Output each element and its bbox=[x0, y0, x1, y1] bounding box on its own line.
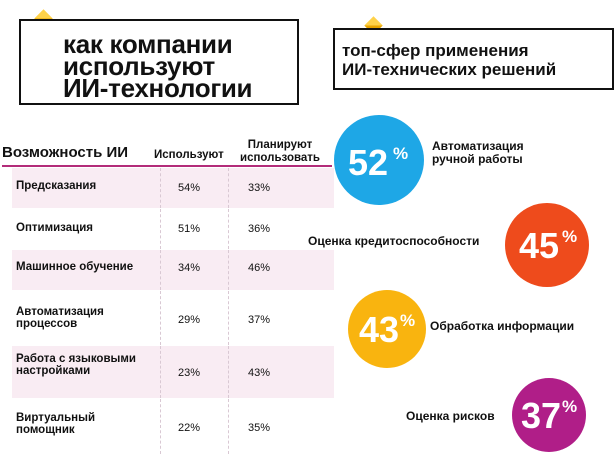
row-band bbox=[12, 346, 334, 398]
row-label: Машинное обучение bbox=[16, 261, 134, 273]
col-plan-header: Планируют использовать bbox=[240, 139, 320, 164]
table-row: Оптимизация 51% 36% bbox=[12, 209, 334, 249]
table-header-rule bbox=[2, 165, 332, 167]
row-use-value: 34% bbox=[177, 262, 201, 274]
top-areas-title: топ-сфер применения ИИ-технических решен… bbox=[342, 41, 557, 79]
row-use-value: 51% bbox=[177, 223, 201, 235]
row-plan-value: 46% bbox=[247, 262, 271, 274]
row-plan-value: 35% bbox=[247, 422, 271, 434]
highlight-value: 37 bbox=[521, 395, 562, 436]
column-divider bbox=[228, 209, 229, 249]
highlight-label: Автоматизация ручной работы bbox=[432, 139, 524, 166]
column-divider bbox=[160, 209, 161, 249]
row-use-value: 54% bbox=[177, 182, 201, 194]
highlight-circle-45: 45 % bbox=[505, 203, 589, 287]
row-label: Автоматизация процессов bbox=[16, 306, 104, 330]
table-row: Виртуальный помощник 22% 35% bbox=[12, 399, 334, 454]
column-divider bbox=[160, 399, 161, 454]
table-row: Машинное обучение 34% 46% bbox=[12, 250, 334, 290]
column-divider bbox=[228, 346, 229, 398]
row-use-value: 23% bbox=[177, 367, 201, 379]
highlight-label: Обработка информации bbox=[430, 319, 575, 333]
row-label: Работа с языковыми настройками bbox=[16, 353, 136, 377]
row-band bbox=[12, 168, 334, 208]
page-title-box: как компании используют ИИ-технологии bbox=[19, 19, 299, 105]
row-label: Оптимизация bbox=[16, 222, 93, 234]
highlight-circle-43: 43 % bbox=[348, 290, 426, 368]
table-row: Предсказания 54% 33% bbox=[12, 168, 334, 208]
column-divider bbox=[160, 250, 161, 290]
row-use-value: 22% bbox=[177, 422, 201, 434]
highlight-label: Оценка рисков bbox=[406, 409, 495, 423]
row-plan-value: 37% bbox=[247, 314, 271, 326]
highlight-unit: % bbox=[393, 144, 409, 163]
row-label: Предсказания bbox=[16, 180, 97, 192]
highlight-value: 52 bbox=[348, 142, 389, 183]
page-title: как компании используют ИИ-технологии bbox=[63, 29, 253, 103]
column-divider bbox=[160, 346, 161, 398]
highlight-unit: % bbox=[400, 311, 416, 330]
row-use-value: 29% bbox=[177, 314, 201, 326]
column-divider bbox=[228, 399, 229, 454]
highlight-circle-37: 37 % bbox=[512, 378, 586, 452]
row-band bbox=[12, 250, 334, 290]
row-plan-value: 33% bbox=[247, 182, 271, 194]
column-divider bbox=[228, 250, 229, 290]
highlight-label: Оценка кредитоспособности bbox=[308, 234, 480, 248]
col-capability-header: Возможность ИИ bbox=[2, 144, 129, 161]
row-label: Виртуальный помощник bbox=[16, 412, 96, 436]
table-row: Работа с языковыми настройками 23% 43% bbox=[12, 346, 334, 398]
column-divider bbox=[160, 291, 161, 345]
top-areas-title-box: топ-сфер применения ИИ-технических решен… bbox=[333, 28, 614, 90]
row-plan-value: 36% bbox=[247, 223, 271, 235]
col-use-header: Используют bbox=[154, 149, 224, 161]
highlight-unit: % bbox=[562, 397, 578, 416]
column-divider bbox=[160, 168, 161, 208]
highlight-value: 43 bbox=[359, 309, 400, 350]
highlight-unit: % bbox=[562, 227, 578, 246]
row-plan-value: 43% bbox=[247, 367, 271, 379]
highlight-circle-52: 52 % bbox=[334, 115, 424, 205]
column-divider bbox=[228, 291, 229, 345]
column-divider bbox=[228, 168, 229, 208]
highlight-value: 45 bbox=[519, 225, 560, 266]
table-row: Автоматизация процессов 29% 37% bbox=[12, 291, 334, 345]
